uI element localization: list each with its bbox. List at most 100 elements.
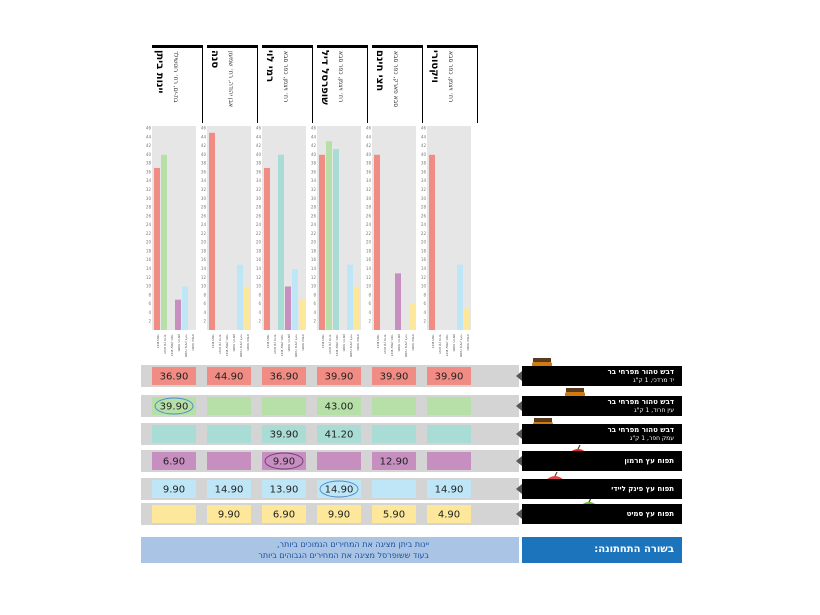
y-tick-label: 38 bbox=[366, 161, 372, 166]
y-tick-label: 30 bbox=[256, 196, 262, 201]
bar-label: תפוח פינק ליידי bbox=[459, 334, 463, 357]
bar bbox=[264, 167, 270, 330]
y-tick-label: 16 bbox=[421, 257, 427, 262]
row-arrow bbox=[516, 456, 522, 466]
bar-label: דבש עין חרוד bbox=[328, 334, 332, 354]
y-tick-label: 32 bbox=[146, 187, 152, 192]
y-tick-label: 30 bbox=[311, 196, 317, 201]
bar bbox=[292, 268, 298, 330]
y-tick-label: 44 bbox=[146, 134, 152, 139]
y-tick-label: 28 bbox=[201, 205, 207, 210]
bar-label: תפוח חרמון bbox=[342, 334, 346, 351]
price-value: 13.90 bbox=[270, 485, 299, 496]
y-tick-label: 42 bbox=[256, 143, 262, 148]
y-tick-label: 6 bbox=[368, 301, 371, 306]
bar-label: דבש עמק חפר bbox=[335, 334, 339, 356]
price-value: 43.00 bbox=[325, 402, 354, 413]
store-header: יינות ביתן בת-ים, רח׳ רוטשילד bbox=[152, 45, 203, 123]
price-cell bbox=[262, 452, 306, 470]
row-arrow bbox=[516, 429, 522, 439]
product-label: דבש טהור מפרחי בר עין חרוד, 1 ק"ג bbox=[522, 396, 682, 416]
y-tick-label: 6 bbox=[423, 301, 426, 306]
y-tick-label: 2 bbox=[423, 319, 426, 324]
bar bbox=[285, 286, 291, 330]
y-tick-label: 22 bbox=[421, 231, 427, 236]
bar-label: תפוח סמיט bbox=[191, 334, 195, 351]
price-circle bbox=[264, 452, 304, 470]
bar-label: דבש עמק חפר bbox=[390, 334, 394, 356]
y-tick-label: 18 bbox=[311, 248, 317, 253]
price-cell bbox=[152, 452, 196, 470]
y-tick-label: 10 bbox=[421, 284, 427, 289]
price-value: 9.90 bbox=[218, 510, 240, 521]
price-value: 39.90 bbox=[435, 372, 464, 383]
store-name: יינות ביתן bbox=[154, 50, 165, 94]
honey-jar-lid bbox=[533, 358, 551, 362]
y-tick-label: 34 bbox=[256, 178, 262, 183]
price-circle bbox=[154, 397, 194, 415]
price-value: 41.20 bbox=[325, 430, 354, 441]
y-tick-label: 4 bbox=[258, 310, 261, 315]
y-tick-label: 16 bbox=[256, 257, 262, 262]
y-tick-label: 46 bbox=[201, 126, 207, 131]
y-tick-label: 18 bbox=[146, 248, 152, 253]
y-tick-label: 26 bbox=[201, 213, 207, 218]
y-tick-label: 20 bbox=[366, 240, 372, 245]
y-tick-label: 2 bbox=[203, 319, 206, 324]
bar bbox=[326, 141, 332, 330]
y-tick-label: 8 bbox=[368, 292, 371, 297]
y-tick-label: 12 bbox=[146, 275, 152, 280]
y-tick-label: 16 bbox=[146, 257, 152, 262]
y-tick-label: 22 bbox=[311, 231, 317, 236]
y-tick-label: 34 bbox=[421, 178, 427, 183]
y-tick-label: 46 bbox=[146, 126, 152, 131]
y-tick-label: 34 bbox=[311, 178, 317, 183]
y-tick-label: 16 bbox=[311, 257, 317, 262]
price-cell bbox=[152, 480, 196, 498]
y-tick-label: 18 bbox=[256, 248, 262, 253]
row-arrow bbox=[516, 484, 522, 494]
y-tick-label: 38 bbox=[256, 161, 262, 166]
price-cell bbox=[207, 452, 251, 470]
bar-label: תפוח פינק ליידי bbox=[404, 334, 408, 357]
bar-label: דבש תמר bbox=[211, 334, 215, 348]
price-circle bbox=[319, 480, 359, 498]
bar bbox=[278, 154, 284, 330]
y-tick-label: 4 bbox=[423, 310, 426, 315]
y-tick-label: 10 bbox=[256, 284, 262, 289]
bar bbox=[161, 154, 167, 330]
bar-label: דבש עין חרוד bbox=[218, 334, 222, 354]
bar-label: תפוח סמיט bbox=[301, 334, 305, 351]
price-value: 4.90 bbox=[438, 510, 460, 521]
y-tick-label: 2 bbox=[368, 319, 371, 324]
honey-jar-lid bbox=[566, 388, 584, 392]
bar-label: דבש תמר bbox=[266, 334, 270, 348]
store-name: רמי לוי bbox=[264, 50, 275, 83]
product-name: דבש טהור מפרחי בר bbox=[607, 398, 674, 406]
price-value: 14.90 bbox=[435, 485, 464, 496]
bar-label: תפוח חרמון bbox=[287, 334, 291, 351]
y-tick-label: 18 bbox=[421, 248, 427, 253]
price-cell bbox=[427, 505, 471, 523]
store-name: חצי חינם bbox=[374, 50, 385, 92]
y-tick-label: 28 bbox=[311, 205, 317, 210]
bar-label: דבש עין חרוד bbox=[163, 334, 167, 354]
product-desc: עין חרוד, 1 ק"ג bbox=[634, 407, 674, 414]
price-cell bbox=[207, 505, 251, 523]
y-tick-label: 6 bbox=[203, 301, 206, 306]
price-value: 36.90 bbox=[270, 372, 299, 383]
y-tick-label: 44 bbox=[421, 134, 427, 139]
y-tick-label: 20 bbox=[201, 240, 207, 245]
y-tick-label: 26 bbox=[421, 213, 427, 218]
price-cell bbox=[262, 397, 306, 415]
product-name: תפוח עץ חרמון bbox=[624, 457, 674, 465]
store-address: רח׳ ויצמן, כפר סבא bbox=[337, 51, 344, 103]
row-arrow bbox=[516, 509, 522, 519]
bar bbox=[464, 308, 470, 330]
bar-label: דבש עמק חפר bbox=[170, 334, 174, 356]
product-desc: יד מרדכי, 1 ק"ג bbox=[633, 377, 674, 384]
y-tick-label: 8 bbox=[258, 292, 261, 297]
store-address: סבא פארק, כפר סבא bbox=[392, 51, 399, 108]
y-tick-label: 46 bbox=[366, 126, 372, 131]
y-tick-label: 42 bbox=[201, 143, 207, 148]
